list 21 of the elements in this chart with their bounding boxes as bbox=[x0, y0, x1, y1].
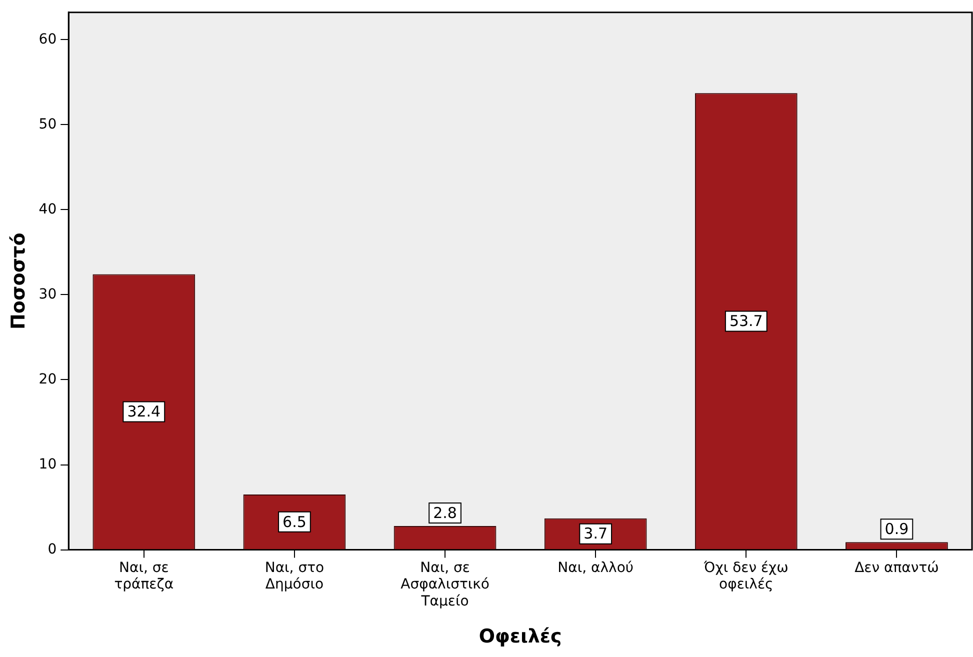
y-tick-label: 10 bbox=[38, 456, 57, 472]
data-label: 6.5 bbox=[282, 512, 306, 531]
y-tick-label: 0 bbox=[48, 541, 57, 558]
y-tick-label: 30 bbox=[38, 286, 57, 302]
x-tick-label: Όχι δεν έχω οφειλές bbox=[702, 560, 788, 593]
data-label: 32.4 bbox=[127, 402, 161, 421]
data-label: 53.7 bbox=[729, 312, 763, 330]
x-tick-label: Ναι, στο Δημόσιο bbox=[264, 560, 324, 593]
y-axis-title: Ποσοστό bbox=[7, 232, 30, 330]
x-tick-label: Δεν απαντώ bbox=[854, 560, 939, 576]
x-axis-title: Οφειλές bbox=[478, 626, 562, 648]
data-label: 2.8 bbox=[433, 504, 457, 522]
y-tick-label: 50 bbox=[38, 116, 57, 132]
x-tick-label: Ναι, αλλού bbox=[558, 560, 634, 576]
y-tick-label: 20 bbox=[38, 371, 57, 388]
data-label: 0.9 bbox=[884, 520, 909, 538]
data-label: 3.7 bbox=[584, 524, 608, 543]
x-tick-label: Ναι, σε τράπεζα bbox=[114, 560, 174, 593]
y-tick-label: 60 bbox=[38, 31, 57, 48]
x-tick-label: Ναι, σε Ασφαλιστικό Ταμείο bbox=[400, 560, 490, 610]
y-tick-label: 40 bbox=[38, 201, 57, 218]
